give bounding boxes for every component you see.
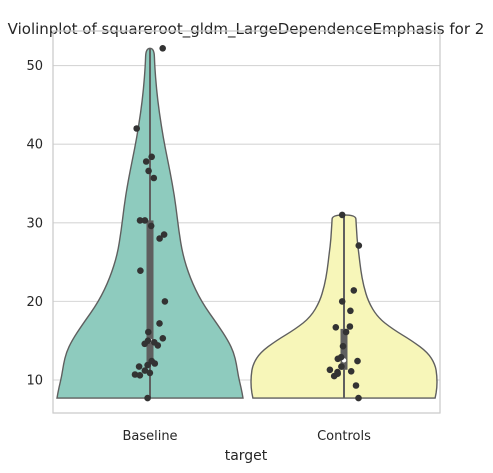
- chart-title: Violinplot of squareroot_gldm_LargeDepen…: [8, 20, 485, 39]
- data-point: [355, 395, 362, 402]
- data-point: [156, 235, 163, 242]
- data-point: [145, 168, 152, 175]
- data-point: [143, 158, 150, 165]
- data-point: [343, 329, 350, 336]
- data-point: [152, 360, 159, 367]
- x-tick-label: Baseline: [122, 429, 177, 444]
- data-point: [144, 395, 151, 402]
- data-point: [159, 45, 166, 52]
- data-point: [136, 363, 143, 370]
- x-tick-labels: Baseline Controls: [122, 429, 371, 444]
- data-point: [333, 324, 340, 331]
- y-tick-label: 20: [26, 295, 43, 310]
- data-point: [160, 335, 167, 342]
- data-point: [356, 242, 363, 249]
- data-point: [353, 382, 360, 389]
- data-point: [339, 212, 346, 219]
- data-point: [338, 363, 345, 370]
- data-point: [339, 298, 346, 305]
- data-point: [156, 320, 163, 327]
- data-point: [151, 175, 158, 182]
- data-point: [347, 323, 354, 330]
- data-point: [137, 267, 144, 274]
- data-point: [340, 343, 347, 350]
- data-point: [145, 329, 152, 336]
- data-point: [331, 373, 338, 380]
- data-point: [327, 367, 334, 374]
- data-point: [148, 154, 155, 161]
- y-tick-label: 50: [26, 59, 43, 74]
- data-point: [335, 356, 342, 363]
- data-point: [347, 308, 354, 315]
- data-point: [162, 298, 169, 305]
- data-point: [133, 125, 140, 132]
- data-point: [348, 368, 355, 375]
- x-axis-title: target: [225, 448, 268, 464]
- data-point: [142, 217, 149, 224]
- data-point: [141, 341, 148, 348]
- data-point: [137, 372, 144, 379]
- y-tick-labels: 10 20 30 40 50: [26, 59, 43, 388]
- y-tick-label: 30: [26, 216, 43, 231]
- data-point: [155, 342, 162, 349]
- data-point: [148, 223, 155, 230]
- data-point: [147, 370, 154, 377]
- y-tick-label: 10: [26, 373, 43, 388]
- x-tick-label: Controls: [317, 429, 371, 444]
- y-tick-label: 40: [26, 138, 43, 153]
- data-point: [351, 287, 358, 294]
- data-point: [354, 358, 361, 365]
